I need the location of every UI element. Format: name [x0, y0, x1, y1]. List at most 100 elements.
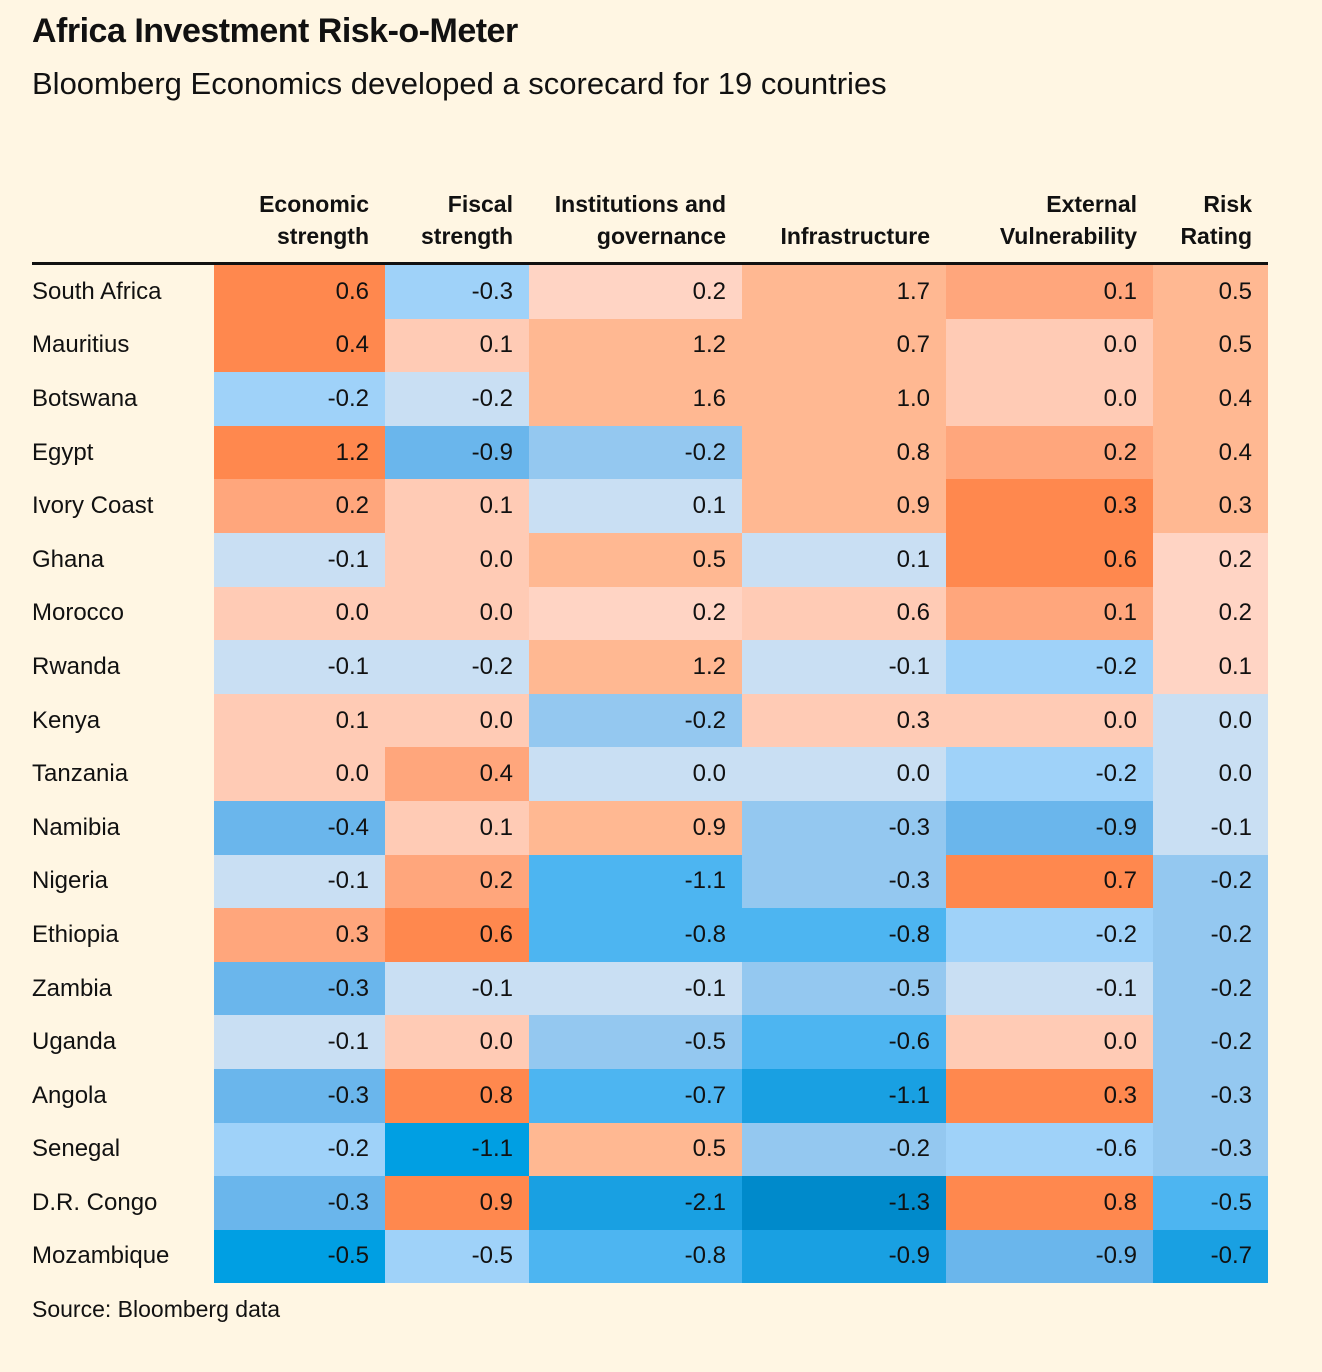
column-header: Risk Rating: [1180, 191, 1252, 249]
heatmap-cell: -0.2: [742, 1122, 946, 1177]
heatmap-cell: 0.1: [946, 586, 1153, 641]
heatmap-cell: 0.1: [385, 318, 529, 373]
heatmap-cell: 0.9: [385, 1176, 529, 1230]
heatmap-cell: -0.2: [946, 640, 1153, 694]
heatmap-cell: -0.9: [742, 1229, 946, 1284]
heatmap-cell: -0.3: [742, 854, 946, 909]
heatmap-cell: 0.5: [529, 532, 742, 587]
heatmap-cell: 0.0: [385, 1015, 529, 1069]
heatmap-cell: -0.6: [742, 1015, 946, 1069]
heatmap-cell: -0.9: [385, 425, 529, 480]
source-note: Source: Bloomberg data: [32, 1296, 281, 1322]
heatmap-cell: -0.1: [1153, 800, 1268, 855]
heatmap-cell: 0.0: [385, 693, 529, 748]
heatmap-cell: 0.6: [946, 532, 1153, 587]
row-label: Mauritius: [32, 331, 130, 359]
heatmap-cell: -0.2: [1153, 908, 1268, 962]
heatmap-cell: -0.2: [1153, 1015, 1268, 1069]
row-label: Egypt: [32, 438, 94, 466]
heatmap-cell: 0.6: [385, 908, 529, 962]
heatmap-cell: -0.2: [946, 747, 1153, 801]
heatmap-cell: -0.8: [742, 908, 946, 962]
row-label: Morocco: [32, 599, 125, 627]
heatmap-cell: -0.7: [529, 1068, 742, 1123]
heatmap-cell: 0.0: [742, 747, 946, 801]
heatmap-table: Economic strength Fiscal strength Institut…: [32, 150, 1268, 1284]
heatmap-cell: 0.0: [1153, 693, 1268, 748]
table-row: Angola -0.3 0.8 -0.7 -1.1 0.3 -0.3: [32, 1068, 1268, 1123]
heatmap-cell: 0.4: [385, 747, 529, 801]
heatmap-cell: 0.0: [385, 586, 529, 641]
heatmap-cell: 0.0: [385, 532, 529, 587]
heatmap-cell: 0.1: [946, 265, 1153, 319]
heatmap-cell: 0.0: [529, 747, 742, 801]
heatmap-cell: -0.2: [214, 372, 385, 426]
heatmap-cell: -0.7: [1153, 1229, 1268, 1284]
heatmap-cell: 0.2: [946, 425, 1153, 480]
heatmap-cell: -0.1: [214, 1015, 385, 1069]
row-label: South Africa: [32, 277, 162, 305]
heatmap-cell: 0.0: [946, 318, 1153, 373]
heatmap-cell: -0.1: [742, 640, 946, 694]
heatmap-cell: 1.7: [742, 265, 946, 319]
heatmap-cell: -0.3: [742, 800, 946, 855]
heatmap-cell: -1.1: [742, 1068, 946, 1123]
heatmap-cell: -0.1: [385, 961, 529, 1016]
heatmap-cell: -0.3: [1153, 1068, 1268, 1123]
heatmap-cell: 0.2: [1153, 586, 1268, 641]
heatmap-cell: 0.0: [214, 586, 385, 641]
heatmap-cell: -0.2: [529, 425, 742, 480]
heatmap-cell: 1.2: [529, 318, 742, 373]
table-row: Morocco 0.0 0.0 0.2 0.6 0.1 0.2: [32, 586, 1268, 641]
row-label: Mozambique: [32, 1242, 170, 1270]
heatmap-cell: 0.0: [946, 1015, 1153, 1069]
heatmap-cell: 0.0: [214, 747, 385, 801]
row-label: Nigeria: [32, 867, 109, 895]
heatmap-cell: -0.2: [946, 908, 1153, 962]
heatmap-cell: 0.0: [1153, 747, 1268, 801]
row-label: Ethiopia: [32, 920, 119, 948]
header-row: Economic strength Fiscal strength Institut…: [32, 150, 1268, 265]
table-row: D.R. Congo -0.3 0.9 -2.1 -1.3 0.8 -0.5: [32, 1176, 1268, 1230]
table-row: Senegal -0.2 -1.1 0.5 -0.2 -0.6 -0.3: [32, 1122, 1268, 1177]
heatmap-cell: 0.3: [946, 1068, 1153, 1123]
heatmap-cell: 0.3: [1153, 479, 1268, 533]
heatmap-cell: -0.5: [742, 961, 946, 1016]
heatmap-cell: 1.2: [214, 425, 385, 480]
heatmap-cell: 0.7: [946, 854, 1153, 909]
heatmap-cell: 0.2: [529, 586, 742, 641]
row-label: Ghana: [32, 545, 105, 573]
heatmap-cell: -0.4: [214, 800, 385, 855]
heatmap-cell: -0.6: [946, 1122, 1153, 1177]
heatmap-cell: -0.2: [1153, 854, 1268, 909]
heatmap-cell: 0.3: [214, 908, 385, 962]
row-label: Namibia: [32, 813, 121, 841]
heatmap-cell: 0.0: [946, 693, 1153, 748]
table-row: Ethiopia 0.3 0.6 -0.8 -0.8 -0.2 -0.2: [32, 908, 1268, 962]
heatmap-cell: 0.2: [385, 854, 529, 909]
table-row: Uganda -0.1 0.0 -0.5 -0.6 0.0 -0.2: [32, 1015, 1268, 1069]
heatmap-cell: -0.5: [385, 1229, 529, 1284]
column-header: Fiscal strength: [421, 191, 513, 249]
row-label: Botswana: [32, 384, 138, 412]
heatmap-cell: 0.6: [214, 265, 385, 319]
row-label: D.R. Congo: [32, 1188, 158, 1216]
chart-title: Africa Investment Risk-o-Meter: [32, 12, 518, 50]
heatmap-cell: 0.2: [529, 265, 742, 319]
heatmap-cell: 0.1: [214, 693, 385, 748]
heatmap-cell: -0.5: [1153, 1176, 1268, 1230]
heatmap-cell: -0.1: [214, 532, 385, 587]
heatmap-cell: 0.9: [742, 479, 946, 533]
heatmap-cell: 0.8: [946, 1176, 1153, 1230]
row-label: Rwanda: [32, 652, 121, 680]
heatmap-cell: 0.1: [385, 800, 529, 855]
heatmap-cell: 1.2: [529, 640, 742, 694]
heatmap-cell: 0.7: [742, 318, 946, 373]
heatmap-cell: 0.8: [742, 425, 946, 480]
table-row: Ivory Coast 0.2 0.1 0.1 0.9 0.3 0.3: [32, 479, 1268, 533]
heatmap-cell: 0.4: [1153, 372, 1268, 426]
heatmap-cell: -0.2: [385, 640, 529, 694]
heatmap-cell: 0.2: [214, 479, 385, 533]
table-row: Rwanda -0.1 -0.2 1.2 -0.1 -0.2 0.1: [32, 640, 1268, 694]
heatmap-cell: -0.1: [214, 640, 385, 694]
